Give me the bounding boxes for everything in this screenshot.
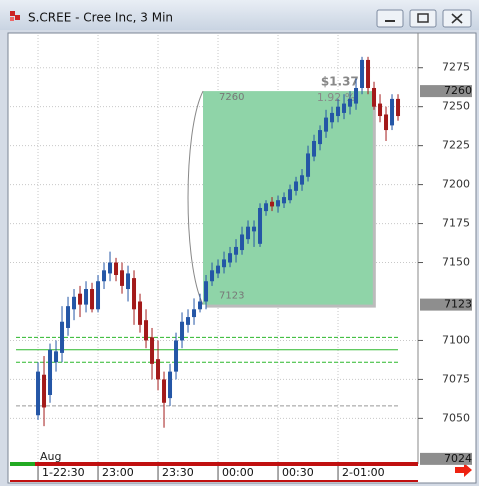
candle-body (288, 189, 293, 201)
candle-body (300, 175, 305, 185)
candle-body (54, 351, 59, 363)
candle-body (324, 117, 329, 132)
x-tick-label: 23:00 (102, 466, 134, 479)
candle-body (102, 270, 107, 282)
candle-body (36, 371, 41, 416)
candle-body (306, 153, 311, 177)
price-marker-label: 7123 (444, 298, 472, 311)
minimize-button[interactable] (376, 9, 404, 28)
y-tick-label: 7250 (442, 100, 470, 113)
candle-body (138, 301, 143, 325)
candle-body (258, 207, 263, 244)
candle-body (168, 371, 173, 399)
x-tick-label: 23:30 (162, 466, 194, 479)
candle-body (78, 293, 83, 305)
y-tick-label: 7200 (442, 178, 470, 191)
candle-body (186, 317, 191, 325)
candle-body (276, 200, 281, 207)
candle-body (48, 349, 53, 395)
measure-low-label: 7123 (219, 291, 244, 302)
candle-body (216, 265, 221, 274)
candle-body (264, 203, 269, 212)
candle-body (372, 87, 377, 107)
candle-body (234, 246, 239, 255)
candle-body (66, 306, 71, 328)
y-tick-label: 7225 (442, 139, 470, 152)
candle-body (192, 309, 197, 318)
candle-body (84, 289, 89, 305)
time-bar (10, 462, 418, 466)
candle-body (198, 301, 203, 310)
y-tick-label: 7050 (442, 411, 470, 424)
candle-body (120, 270, 125, 286)
price-marker-label: 7024 (444, 452, 472, 465)
candle-body (180, 321, 185, 341)
candle-body (126, 273, 131, 290)
candle-body (174, 340, 179, 372)
candle-body (90, 289, 95, 310)
candle-body (294, 181, 299, 191)
candle-body (204, 281, 209, 302)
scroll-right-arrow[interactable] (455, 463, 472, 477)
measure-arc (187, 90, 204, 305)
candle-body (150, 337, 155, 364)
candle-body (156, 359, 161, 380)
x-tick-label: 1-22:30 (42, 466, 85, 479)
app-icon (10, 11, 20, 21)
candle-body (378, 103, 383, 117)
scroll-indicator (10, 462, 35, 466)
candle-body (96, 281, 101, 310)
candle-body (354, 87, 359, 104)
candle-body (222, 259, 227, 268)
candle-body (132, 278, 137, 310)
candle-body (330, 112, 335, 123)
price-marker (420, 298, 472, 311)
x-tick-label: 2-01:00 (342, 466, 385, 479)
candle-body (384, 114, 389, 131)
change-label: $1.37 (321, 75, 359, 89)
candle-body (162, 379, 167, 403)
candle-body (366, 59, 371, 88)
candle-body (342, 103, 347, 113)
candle-body (72, 296, 77, 310)
candle-body (312, 140, 317, 157)
price-marker-label: 7260 (444, 84, 472, 97)
candle-body (318, 130, 323, 145)
candle-body (282, 197, 287, 204)
measure-high-label: 7260 (219, 92, 244, 103)
y-tick-label: 7150 (442, 256, 470, 269)
candle-body (240, 234, 245, 251)
candle-body (210, 270, 215, 282)
y-tick-label: 7075 (442, 372, 470, 385)
candle-body (396, 98, 401, 117)
candle-body (60, 321, 65, 353)
candle-body (270, 201, 275, 207)
candle-body (114, 262, 119, 275)
maximize-button[interactable] (409, 9, 437, 28)
candle-body (144, 320, 149, 341)
candle-body (360, 59, 365, 88)
x-tick-label: 00:30 (282, 466, 314, 479)
x-tick-label: 00:00 (222, 466, 254, 479)
candle-body (228, 253, 233, 263)
window-title: S.CREE - Cree Inc, 3 Min (28, 11, 173, 25)
price-marker (420, 85, 472, 98)
period-label: Aug (40, 450, 61, 463)
measure-box (203, 91, 373, 305)
candle-body (348, 98, 353, 107)
price-marker (420, 452, 472, 465)
percent-label: 1.92 % (317, 91, 355, 104)
y-tick-label: 7100 (442, 333, 470, 346)
candle-body (246, 226, 251, 240)
candle-body (108, 262, 113, 274)
candle-body (252, 226, 257, 232)
y-tick-label: 7275 (442, 61, 470, 74)
candle-body (42, 374, 47, 408)
candle-body (336, 106, 341, 117)
candle-body (390, 98, 395, 126)
close-button[interactable] (442, 9, 472, 28)
y-tick-label: 7175 (442, 217, 470, 230)
